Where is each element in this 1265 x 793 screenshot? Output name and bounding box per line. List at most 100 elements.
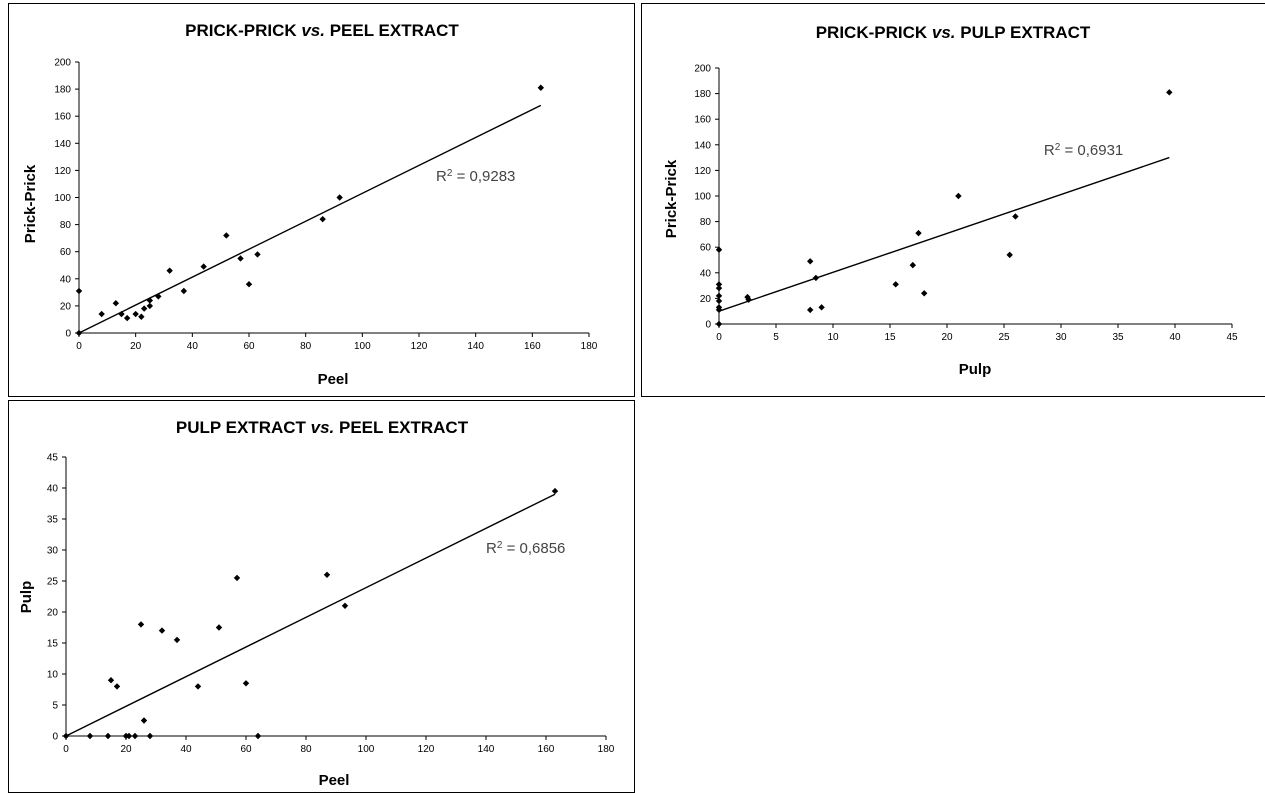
data-point [921, 290, 928, 297]
x-tick-label: 40 [187, 341, 199, 352]
chart-title: PRICK-PRICK vs. PEEL EXTRACT [185, 21, 459, 40]
y-tick-label: 20 [700, 294, 712, 305]
chart-prick-vs-pulp: 0 5 10 15 20 25 30 35 40 45 0 20 40 60 80 100 120 140 160 1… [663, 23, 1238, 378]
x-tick-label: 140 [478, 744, 495, 755]
y-tick-label: 60 [700, 243, 712, 254]
data-point [1012, 213, 1019, 220]
trendline [78, 104, 542, 334]
y-tick-label: 80 [700, 217, 712, 228]
x-tick-label: 160 [524, 341, 541, 352]
y-tick-label: 140 [54, 139, 71, 150]
data-point [123, 314, 131, 322]
y-tick-label: 0 [705, 320, 711, 331]
data-point [254, 251, 261, 258]
data-point [75, 287, 83, 295]
data-point [140, 717, 148, 724]
x-tick-label: 120 [418, 744, 435, 755]
x-tick-label: 5 [773, 332, 779, 343]
data-point [112, 299, 120, 307]
data-point [75, 329, 83, 337]
data-point [892, 281, 899, 288]
data-point [336, 194, 343, 201]
data-point [807, 258, 814, 265]
x-tick-label: 20 [120, 744, 132, 755]
y-tick-label: 180 [694, 89, 711, 100]
x-tick-label: 140 [467, 341, 484, 352]
data-point [173, 636, 181, 644]
x-tick-label: 0 [76, 341, 82, 352]
x-tick-label: 15 [884, 332, 896, 343]
y-tick-label: 25 [47, 577, 59, 588]
x-tick-label: 35 [1112, 332, 1124, 343]
data-point [138, 313, 145, 320]
y-tick-label: 40 [700, 268, 712, 279]
data-point [104, 732, 112, 740]
data-point [245, 281, 253, 288]
x-tick-label: 20 [941, 332, 953, 343]
r-squared-annotation: R2 = 0,6856 [486, 540, 565, 558]
data-point [113, 683, 121, 690]
y-tick-label: 15 [47, 639, 59, 650]
x-axis-label: Peel [318, 371, 349, 388]
data-point [233, 574, 241, 582]
data-point [254, 732, 262, 740]
data-point [319, 215, 326, 223]
chart-panel-pulp-vs-peel: 0 20 40 60 80 100 120 140 160 180 0 5 10 15 20 25 30 35 40… [8, 400, 635, 793]
data-point [715, 297, 723, 305]
x-axis-label: Pulp [959, 361, 992, 378]
chart-prick-vs-peel: 0 20 40 60 80 100 120 140 160 180 0 20 40 60 80 100 120 1… [22, 21, 598, 388]
chart-title: PULP EXTRACT vs. PEEL EXTRACT [176, 418, 469, 437]
data-point [180, 287, 188, 295]
chart-pulp-vs-peel: 0 20 40 60 80 100 120 140 160 180 0 5 10 15 20 25 30 35 40… [18, 418, 615, 789]
y-tick-label: 0 [52, 732, 58, 743]
x-tick-label: 80 [300, 744, 312, 755]
x-tick-label: 80 [300, 341, 312, 352]
data-point [551, 487, 559, 495]
y-tick-label: 45 [47, 453, 59, 464]
data-point [812, 274, 820, 282]
y-axis-label: Prick-Prick [22, 164, 39, 243]
data-point [131, 732, 139, 740]
x-tick-label: 45 [1226, 332, 1238, 343]
y-tick-label: 30 [47, 546, 59, 557]
data-point [341, 602, 349, 609]
y-tick-label: 180 [54, 85, 71, 96]
data-point [107, 677, 115, 684]
data-point [715, 292, 723, 300]
data-point [237, 255, 244, 262]
data-point [955, 192, 962, 200]
x-tick-label: 100 [358, 744, 375, 755]
chart-panel-prick-vs-pulp: 0 5 10 15 20 25 30 35 40 45 0 20 40 60 80 100 120 140 160 1… [641, 3, 1265, 397]
y-tick-label: 200 [694, 64, 711, 75]
data-point [98, 310, 105, 318]
data-point [118, 310, 125, 318]
y-tick-label: 160 [54, 112, 71, 123]
x-tick-label: 25 [998, 332, 1010, 343]
data-point [818, 304, 825, 311]
data-point [242, 680, 250, 687]
x-tick-label: 160 [538, 744, 555, 755]
r-squared-annotation: R2 = 0,6931 [1044, 142, 1123, 160]
data-point [146, 297, 154, 304]
data-point [132, 310, 139, 318]
y-axis-label: Pulp [18, 581, 35, 614]
y-axis-label: Prick-Prick [663, 159, 680, 238]
y-tick-label: 120 [54, 166, 71, 177]
data-point [62, 732, 70, 740]
data-point [537, 84, 545, 91]
data-point [194, 683, 202, 690]
y-tick-label: 60 [60, 247, 72, 258]
data-point [1006, 251, 1013, 259]
x-tick-label: 60 [243, 341, 255, 352]
y-tick-label: 5 [52, 701, 58, 712]
data-point [200, 263, 207, 270]
x-tick-label: 100 [354, 341, 371, 352]
data-point [166, 267, 173, 274]
data-point [915, 229, 922, 237]
y-tick-label: 140 [694, 140, 711, 151]
data-point [137, 621, 145, 628]
data-point [715, 281, 723, 288]
data-point [140, 305, 148, 312]
y-tick-label: 100 [694, 192, 711, 203]
data-point [744, 293, 751, 301]
